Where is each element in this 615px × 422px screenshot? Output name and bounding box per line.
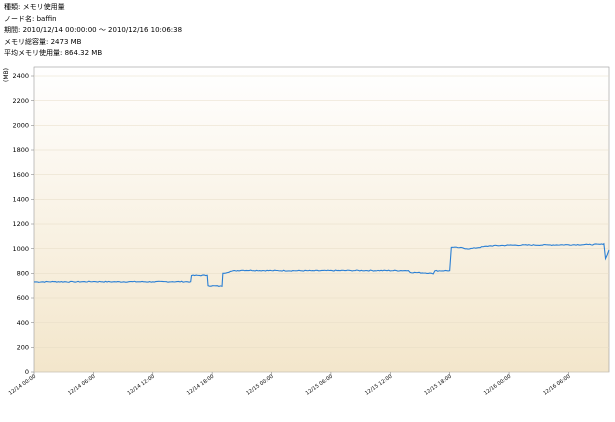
y-tick-label: 2200 <box>12 97 29 105</box>
y-axis: 0 200 400 600 800 1000 1200 1400 1600 1800 2000 220… <box>12 72 34 376</box>
x-tick-label: 12/14 18:00 <box>186 374 215 397</box>
info-node-row: ノード名: baffin <box>4 14 57 23</box>
info-type-value: メモリ使用量 <box>22 3 65 11</box>
y-tick-label: 600 <box>17 294 29 302</box>
x-tick-label: 12/15 18:00 <box>424 374 453 397</box>
info-node-value: baffin <box>36 14 57 23</box>
y-tick-label: 1400 <box>12 196 29 204</box>
y-tick-label: 2400 <box>12 72 29 80</box>
x-tick-label: 12/14 12:00 <box>127 374 156 397</box>
y-axis-label: (MB) <box>3 68 10 82</box>
y-tick-label: 1600 <box>12 171 29 179</box>
x-tick-label: 12/15 00:00 <box>245 374 274 397</box>
report-info: 種類: メモリ使用量 ノード名: baffin 期間: 2010/12/14 0… <box>4 2 182 60</box>
info-period-row: 期間: 2010/12/14 00:00:00 〜 2010/12/16 10:… <box>4 26 183 34</box>
y-tick-label: 400 <box>17 319 29 327</box>
x-axis: 12/14 00:00 12/14 06:00 12/14 12:00 12/14 1… <box>8 372 572 397</box>
x-tick-label: 12/15 06:00 <box>305 374 334 397</box>
info-total-row: メモリ総容量: 2473 MB <box>4 37 82 46</box>
info-period-value: 2010/12/14 00:00:00 〜 2010/12/16 10:06:3… <box>22 26 183 34</box>
x-tick-label: 12/14 00:00 <box>8 374 37 397</box>
info-total-value: 2473 MB <box>50 37 82 46</box>
x-tick-label: 12/14 06:00 <box>67 374 96 397</box>
plot-area <box>33 66 610 373</box>
y-tick-label: 800 <box>17 270 29 278</box>
info-avg-value: 864.32 MB <box>64 49 103 57</box>
info-avg-row: 平均メモリ使用量: 864.32 MB <box>4 49 103 57</box>
y-tick-label: 1800 <box>12 146 29 154</box>
x-tick-label: 12/16 00:00 <box>483 374 512 397</box>
memory-usage-line <box>33 242 610 287</box>
x-tick-label: 12/15 12:00 <box>364 374 393 397</box>
y-tick-label: 1200 <box>12 220 29 228</box>
y-tick-label: 2000 <box>12 122 29 130</box>
grid-lines <box>34 75 609 373</box>
info-type-row: 種類: メモリ使用量 <box>4 3 65 11</box>
y-tick-label: 200 <box>17 344 29 352</box>
y-tick-label: 1000 <box>12 245 29 253</box>
y-tick-label: 0 <box>25 368 29 376</box>
x-tick-label: 12/16 06:00 <box>542 374 571 397</box>
